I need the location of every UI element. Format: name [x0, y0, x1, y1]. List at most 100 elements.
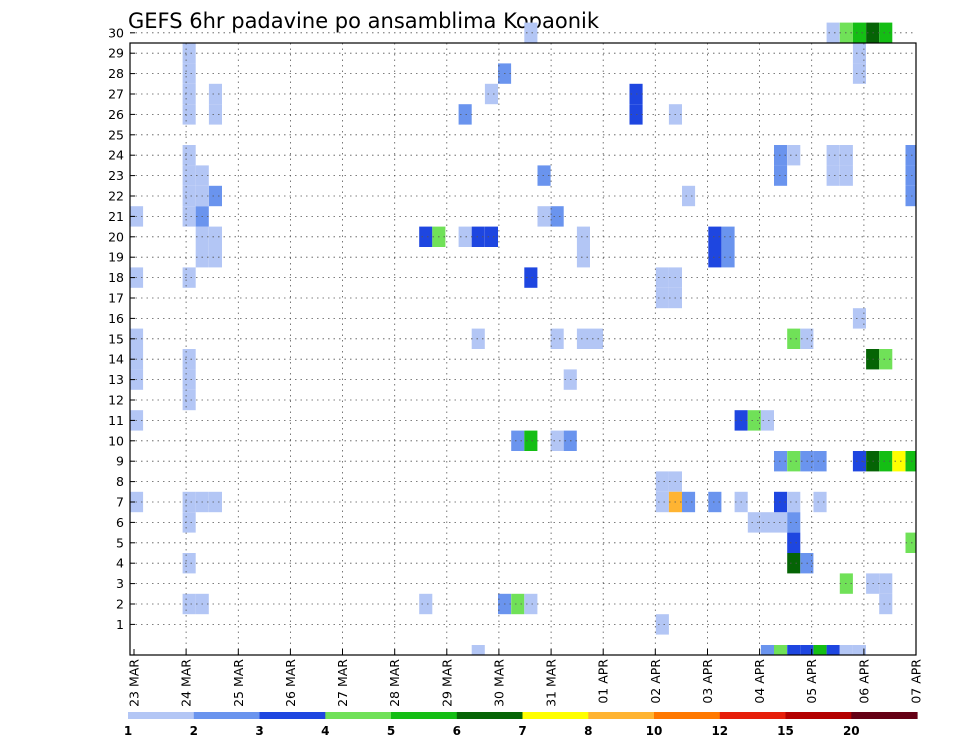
heatmap-cell	[524, 22, 538, 43]
heatmap-cell	[182, 165, 196, 186]
heatmap-cell	[182, 389, 196, 411]
heatmap-cell	[852, 308, 866, 329]
colorbar-swatch	[391, 712, 458, 719]
heatmap-cell	[208, 104, 222, 125]
heatmap-cell	[787, 491, 801, 513]
y-tick-label: 20	[108, 229, 124, 244]
heatmap-cell	[879, 593, 893, 615]
heatmap-cell	[511, 430, 525, 451]
heatmap-cell	[721, 247, 735, 268]
heatmap-cell	[813, 451, 827, 472]
heatmap-cell	[208, 226, 222, 247]
heatmap-cell	[182, 206, 196, 227]
heatmap-cell	[208, 491, 222, 513]
x-tick-label: 31 MAR	[544, 659, 559, 707]
heatmap-cell	[879, 451, 893, 472]
x-tick-label: 06 APR	[856, 659, 871, 704]
heatmap-cell	[774, 165, 788, 186]
y-tick-label: 6	[116, 515, 124, 530]
heatmap-cell	[537, 165, 551, 186]
heatmap-cell	[852, 43, 866, 64]
heatmap-cell	[208, 247, 222, 268]
heatmap-cell	[550, 328, 564, 349]
x-tick-label: 04 APR	[752, 659, 767, 704]
y-tick-label: 11	[108, 413, 124, 428]
y-tick-label: 27	[108, 87, 124, 102]
grid-lines	[130, 32, 916, 655]
heatmap-cell	[182, 491, 196, 513]
heatmap-cell	[182, 63, 196, 84]
y-axis: 1234567891011121314151617181920212223242…	[108, 25, 135, 632]
y-tick-label: 4	[116, 556, 124, 571]
heatmap-cell	[655, 471, 669, 492]
heatmap-cell	[852, 645, 866, 655]
heatmap-cell	[524, 267, 538, 288]
heatmap-cell	[655, 491, 669, 513]
heatmap-cell	[892, 451, 906, 472]
x-tick-label: 27 MAR	[335, 659, 350, 707]
y-tick-label: 1	[116, 617, 124, 632]
heatmap-cell	[182, 145, 196, 166]
heatmap-cell	[550, 206, 564, 227]
y-tick-label: 23	[108, 168, 124, 183]
heatmap-cell	[760, 645, 774, 655]
y-tick-label: 18	[108, 270, 124, 285]
heatmap-cell	[182, 349, 196, 370]
heatmap-cell	[787, 553, 801, 574]
heatmap-cell	[708, 226, 722, 247]
x-tick-label: 28 MAR	[387, 659, 402, 707]
heatmap-cell	[852, 451, 866, 472]
y-tick-label: 16	[108, 311, 124, 326]
heatmap-cell	[852, 22, 866, 43]
colorbar: 1 2 3 4 5 6 7 8 10 12 15 20	[124, 712, 918, 738]
y-tick-label: 30	[108, 25, 124, 40]
heatmap-cell	[774, 645, 788, 655]
heatmap-cell	[760, 512, 774, 533]
heatmap-cell	[655, 287, 669, 309]
heatmap-cell	[655, 267, 669, 288]
heatmap-cell	[905, 165, 916, 186]
colorbar-tick-label: 10	[646, 724, 663, 738]
heatmap-cell	[182, 267, 196, 288]
y-tick-label: 13	[108, 372, 124, 387]
heatmap-cell	[655, 614, 669, 635]
heatmap-cell	[458, 226, 472, 247]
y-tick-label: 15	[108, 331, 124, 346]
x-tick-label: 29 MAR	[439, 659, 454, 707]
heatmap-cell	[760, 410, 774, 431]
y-tick-label: 14	[108, 352, 124, 367]
heatmap-cell	[708, 247, 722, 268]
y-tick-label: 21	[108, 209, 124, 224]
heatmap-cell	[576, 328, 590, 349]
colorbar-tick-label: 6	[453, 724, 461, 738]
y-tick-label: 25	[108, 127, 124, 142]
heatmap-cell	[484, 226, 498, 247]
heatmap-cell	[787, 145, 801, 166]
y-tick-label: 7	[116, 495, 124, 510]
heatmap-cell	[524, 430, 538, 451]
x-axis: 23 MAR 24 MAR 25 MAR 26 MAR 27 MAR 28 MAR 29 M…	[127, 649, 924, 707]
heatmap-cell	[879, 573, 893, 594]
heatmap-cell	[826, 165, 840, 186]
y-tick-label: 8	[116, 474, 124, 489]
heatmap-cell	[826, 22, 840, 43]
x-tick-label: 03 APR	[700, 659, 715, 704]
colorbar-tick-label: 5	[387, 724, 395, 738]
x-tick-label: 07 APR	[909, 659, 924, 704]
heatmap-cell	[787, 532, 801, 553]
heatmap-cells	[130, 22, 916, 655]
heatmap-cell	[419, 226, 433, 247]
heatmap-cell	[826, 645, 840, 655]
heatmap-cell	[905, 185, 916, 207]
heatmap-cell	[419, 593, 433, 615]
plot-frame	[129, 42, 917, 656]
x-tick-label: 02 APR	[648, 659, 663, 704]
heatmap-cell	[721, 226, 735, 247]
x-tick-label: 01 APR	[596, 659, 611, 704]
colorbar-swatch	[128, 712, 195, 719]
heatmap-cell	[747, 410, 761, 431]
heatmap-cell	[576, 247, 590, 268]
heatmap-cell	[787, 645, 801, 655]
colorbar-swatch	[325, 712, 392, 719]
